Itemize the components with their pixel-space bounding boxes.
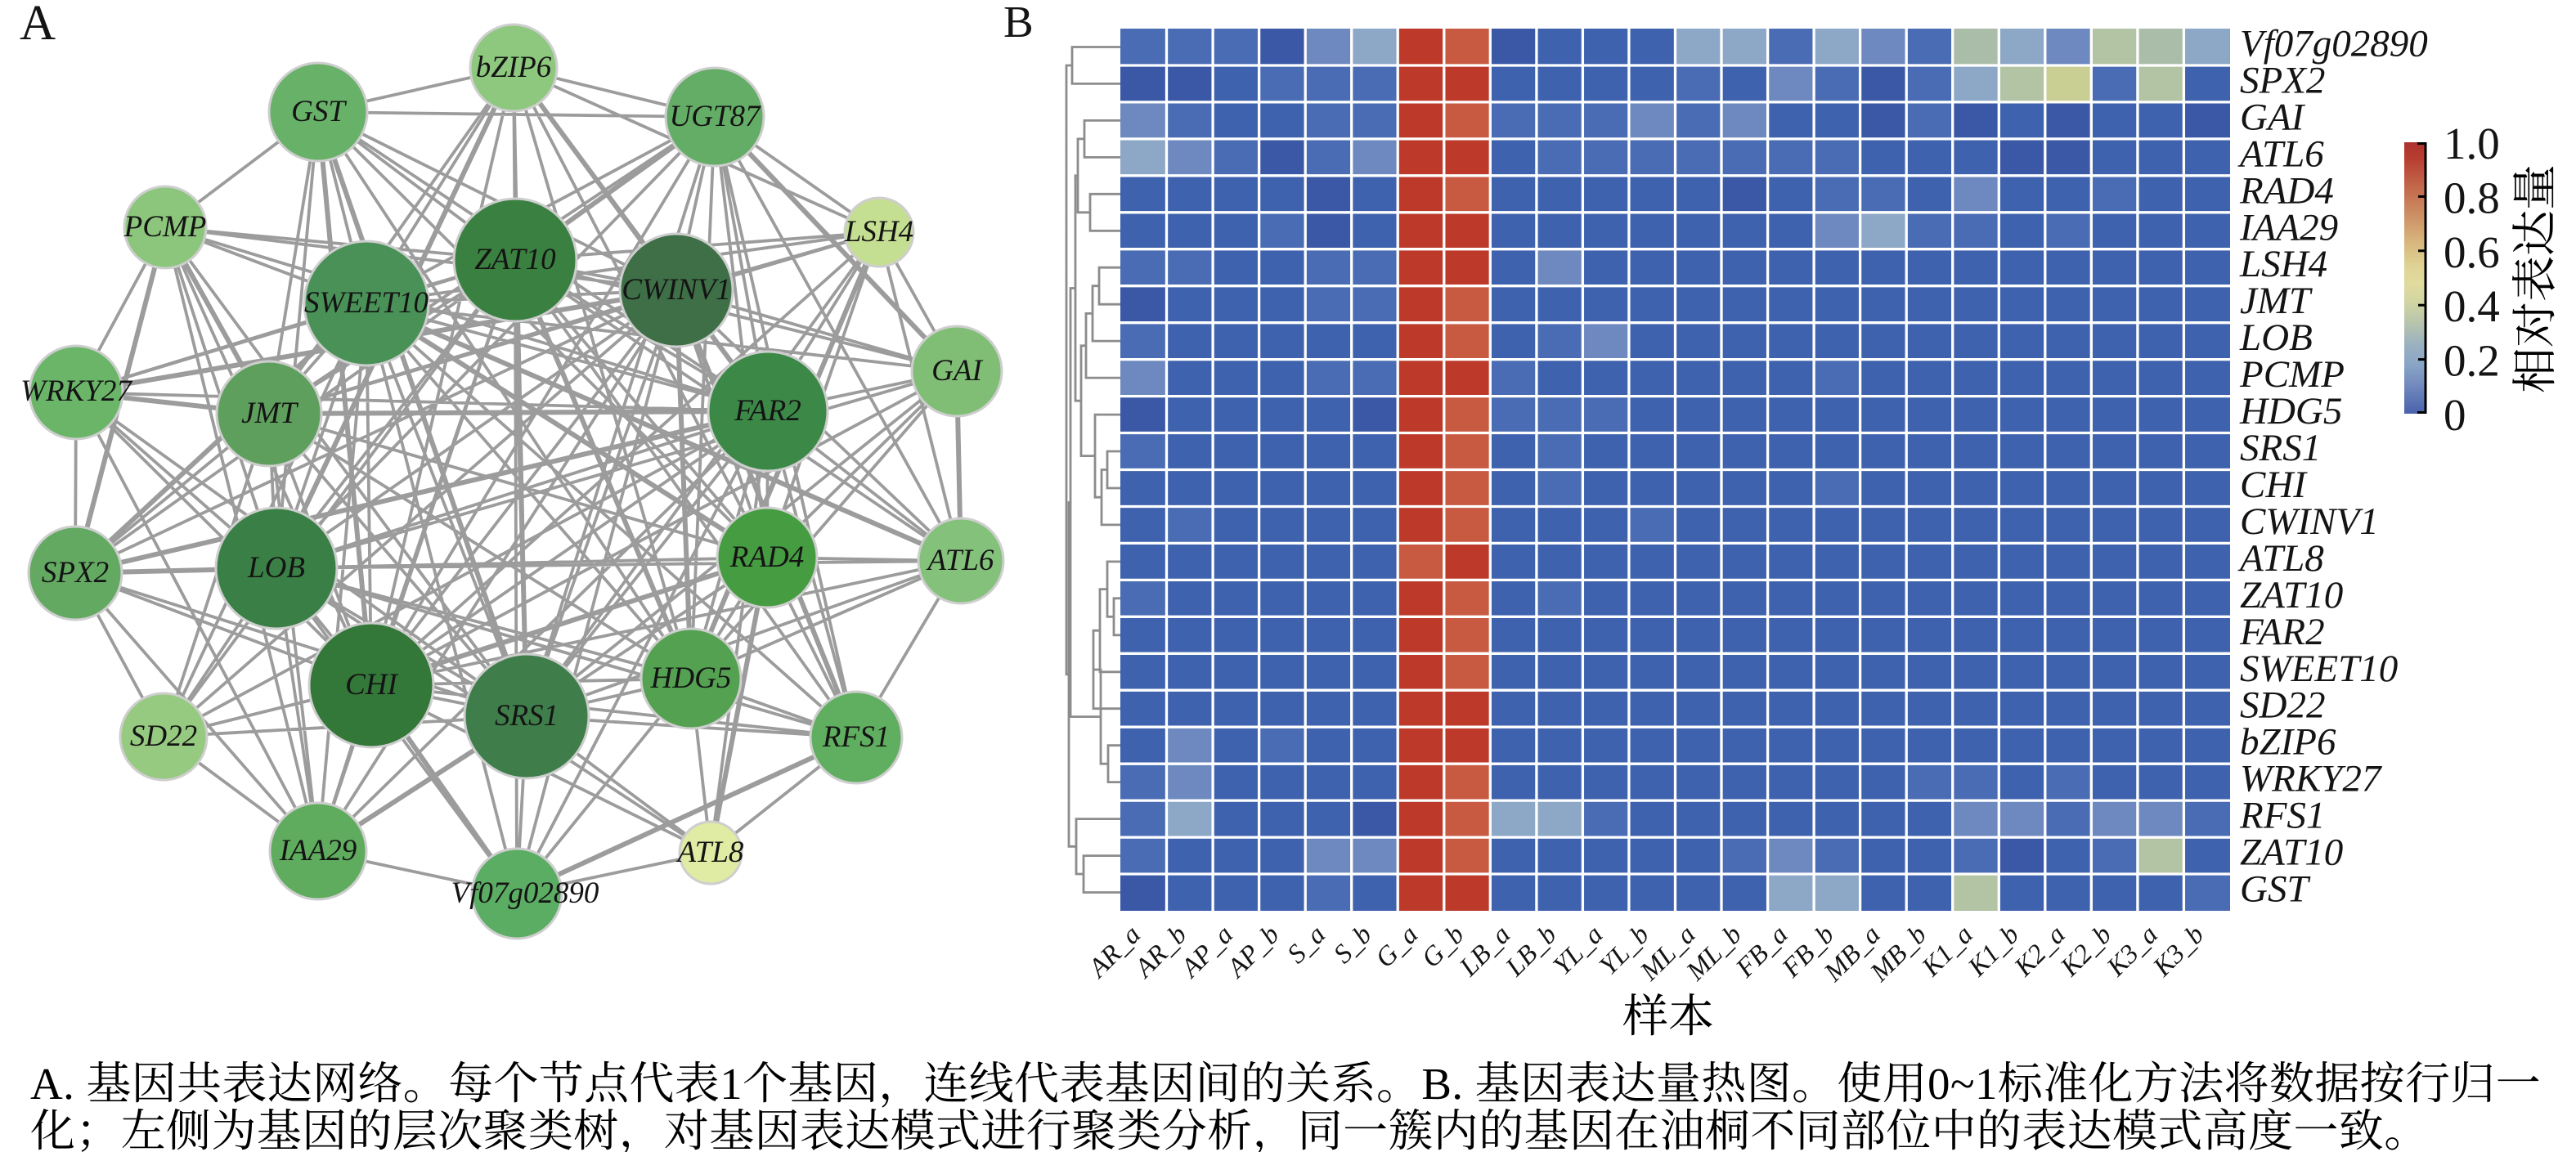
svg-text:IAA29: IAA29 xyxy=(279,834,357,867)
svg-text:CWINV1: CWINV1 xyxy=(622,273,731,307)
svg-text:SRS1: SRS1 xyxy=(2240,427,2321,469)
svg-text:0.8: 0.8 xyxy=(2444,173,2500,222)
svg-text:CWINV1: CWINV1 xyxy=(2240,500,2379,543)
svg-text:GST: GST xyxy=(291,95,347,128)
svg-text:CHI: CHI xyxy=(2240,464,2308,506)
svg-text:WRKY27: WRKY27 xyxy=(2240,758,2383,800)
svg-text:IAA29: IAA29 xyxy=(2239,206,2338,249)
svg-text:bZIP6: bZIP6 xyxy=(2240,721,2336,764)
svg-text:SD22: SD22 xyxy=(130,719,197,753)
svg-text:RFS1: RFS1 xyxy=(2239,795,2325,837)
svg-text:0.2: 0.2 xyxy=(2444,336,2500,386)
svg-text:B: B xyxy=(1003,0,1034,47)
svg-text:HDG5: HDG5 xyxy=(650,661,732,695)
svg-text:ATL6: ATL6 xyxy=(2237,132,2324,175)
svg-text:LSH4: LSH4 xyxy=(844,215,913,249)
svg-text:LOB: LOB xyxy=(2239,316,2313,359)
svg-text:GAI: GAI xyxy=(931,354,983,388)
svg-text:SWEET10: SWEET10 xyxy=(304,286,429,320)
svg-text:SRS1: SRS1 xyxy=(495,699,559,733)
svg-text:ATL8: ATL8 xyxy=(2237,537,2324,580)
svg-text:Vf07g02890: Vf07g02890 xyxy=(2240,23,2428,65)
svg-text:A: A xyxy=(20,0,56,51)
svg-text:PCMP: PCMP xyxy=(2239,353,2345,396)
svg-text:bZIP6: bZIP6 xyxy=(476,51,552,84)
svg-text:SWEET10: SWEET10 xyxy=(2240,648,2398,690)
svg-text:ATL6: ATL6 xyxy=(926,544,994,577)
svg-text:GAI: GAI xyxy=(2240,96,2306,138)
svg-text:LSH4: LSH4 xyxy=(2239,243,2327,285)
svg-text:0: 0 xyxy=(2444,390,2466,440)
svg-text:FAR2: FAR2 xyxy=(2239,611,2325,653)
svg-text:Vf07g02890: Vf07g02890 xyxy=(451,876,599,910)
svg-text:LOB: LOB xyxy=(247,551,305,585)
svg-text:SPX2: SPX2 xyxy=(2240,59,2325,101)
svg-text:UGT87: UGT87 xyxy=(669,100,761,133)
svg-text:ZAT10: ZAT10 xyxy=(2240,832,2343,874)
svg-text:GST: GST xyxy=(2240,868,2310,911)
svg-text:RAD4: RAD4 xyxy=(2239,169,2334,212)
svg-text:CHI: CHI xyxy=(345,668,398,702)
svg-text:ATL8: ATL8 xyxy=(675,836,744,869)
svg-text:0.6: 0.6 xyxy=(2444,227,2500,277)
svg-text:WRKY27: WRKY27 xyxy=(20,374,132,408)
svg-text:PCMP: PCMP xyxy=(123,210,207,244)
svg-text:0.4: 0.4 xyxy=(2444,281,2500,331)
svg-text:SPX2: SPX2 xyxy=(42,556,109,589)
svg-text:JMT: JMT xyxy=(241,397,298,430)
svg-text:HDG5: HDG5 xyxy=(2239,390,2342,433)
svg-text:RAD4: RAD4 xyxy=(729,540,804,574)
svg-text:ZAT10: ZAT10 xyxy=(474,243,556,276)
svg-text:SD22: SD22 xyxy=(2240,684,2325,727)
svg-text:1.0: 1.0 xyxy=(2444,119,2500,168)
svg-text:JMT: JMT xyxy=(2240,280,2313,322)
svg-text:ZAT10: ZAT10 xyxy=(2240,574,2343,616)
svg-text:FAR2: FAR2 xyxy=(734,394,801,428)
svg-text:RFS1: RFS1 xyxy=(822,720,890,754)
